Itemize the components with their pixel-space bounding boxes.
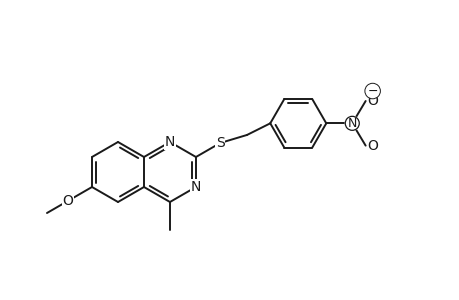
Text: N: N xyxy=(164,135,175,149)
Text: N: N xyxy=(190,180,201,194)
Text: O: O xyxy=(366,139,377,153)
Text: O: O xyxy=(366,94,377,108)
Text: N: N xyxy=(347,117,356,130)
Text: O: O xyxy=(62,194,73,208)
Circle shape xyxy=(345,116,358,130)
Text: −: − xyxy=(367,85,377,98)
Text: S: S xyxy=(215,136,224,150)
